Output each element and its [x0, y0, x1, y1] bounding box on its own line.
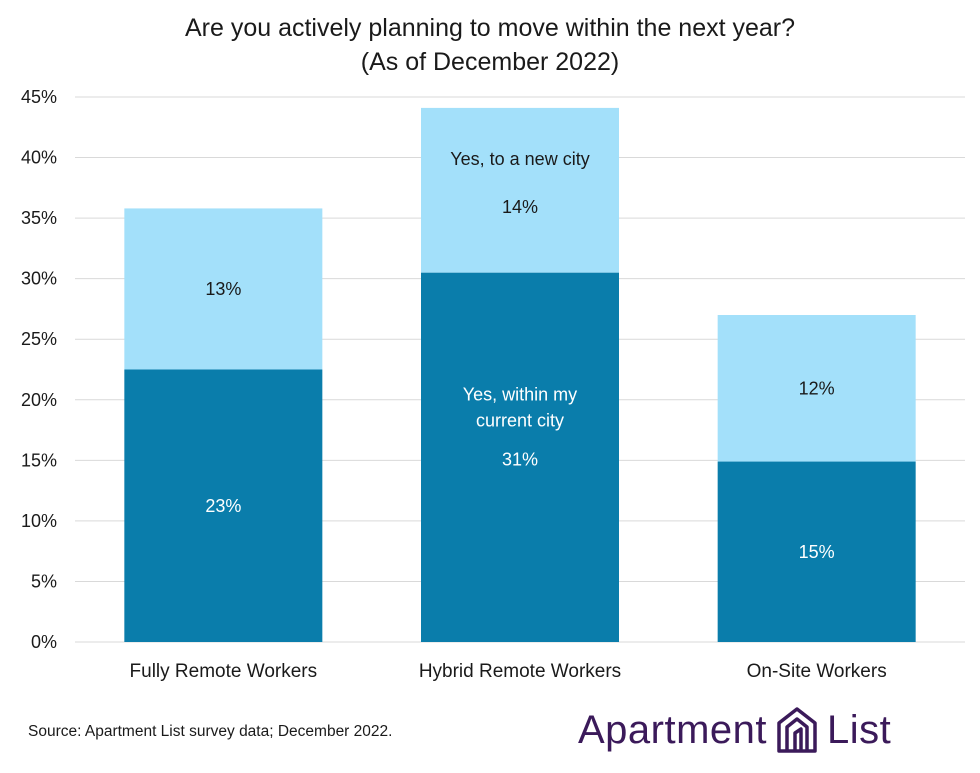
source-note: Source: Apartment List survey data; Dece…	[28, 723, 393, 740]
y-tick-label: 0%	[31, 632, 57, 652]
y-tick-label: 25%	[21, 329, 57, 349]
bar-current-city	[717, 461, 916, 642]
y-tick-label: 5%	[31, 571, 57, 591]
bar-new-city	[124, 208, 323, 370]
logo-word-apartment: Apartment	[578, 707, 768, 752]
x-axis-categories: Fully Remote Workers Hybrid Remote Worker…	[130, 661, 887, 682]
x-category-label: Fully Remote Workers	[130, 661, 318, 682]
y-tick-label: 40%	[21, 148, 57, 168]
logo-word-list: List	[827, 707, 892, 752]
y-tick-label: 10%	[21, 511, 57, 531]
y-tick-label: 30%	[21, 269, 57, 289]
label-current-city: 31%	[502, 450, 538, 470]
label-new-city: 14%	[502, 197, 538, 217]
annotation-new-city: Yes, to a new city	[450, 149, 589, 169]
bar-new-city	[717, 315, 916, 462]
building-icon	[777, 707, 817, 753]
y-tick-label: 45%	[21, 87, 57, 107]
label-current-city: 15%	[799, 542, 835, 562]
title-line-2: (As of December 2022)	[361, 48, 619, 76]
bars	[124, 107, 916, 642]
y-tick-label: 35%	[21, 208, 57, 228]
y-axis-ticks: 0% 5% 10% 15% 20% 25% 30% 35% 40% 45%	[21, 87, 57, 652]
x-category-label: On-Site Workers	[747, 661, 887, 682]
title-line-1: Are you actively planning to move within…	[185, 14, 795, 42]
bar-current-city	[421, 272, 619, 642]
bar-new-city	[421, 107, 619, 273]
annotation-current-city: current city	[476, 411, 564, 431]
chart-title: Are you actively planning to move within…	[185, 14, 795, 76]
data-labels: 23% 13% 31% 14% 15% 12% Yes, within my current …	[205, 149, 834, 562]
annotation-current-city: Yes, within my	[463, 385, 577, 405]
y-tick-label: 20%	[21, 390, 57, 410]
y-tick-label: 15%	[21, 450, 57, 470]
label-current-city: 23%	[205, 496, 241, 516]
stacked-bar-chart: Are you actively planning to move within…	[21, 14, 965, 682]
bar-current-city	[124, 369, 323, 642]
label-new-city: 13%	[205, 279, 241, 299]
label-new-city: 12%	[799, 378, 835, 398]
x-category-label: Hybrid Remote Workers	[419, 661, 621, 682]
apartment-list-logo: Apartment List	[578, 700, 891, 760]
